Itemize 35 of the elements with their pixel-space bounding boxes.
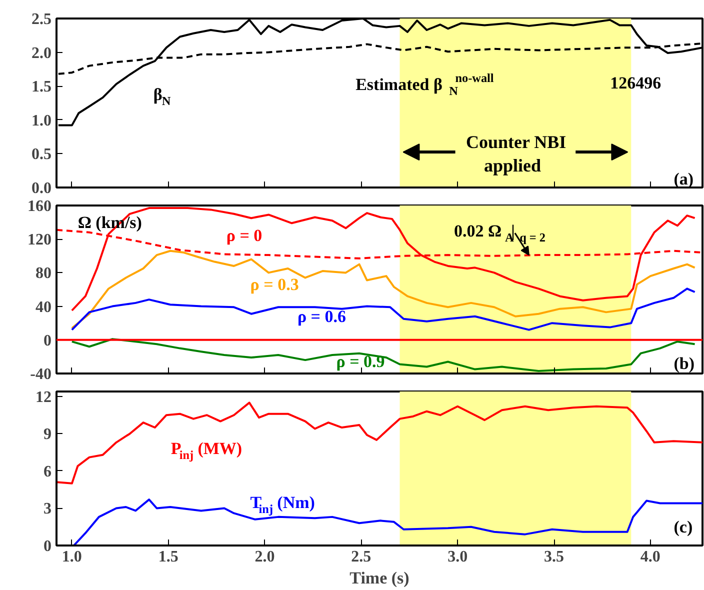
y-tick-label: 120 — [28, 232, 52, 249]
line-series — [56, 402, 702, 484]
y-tick-label: 0.5 — [32, 146, 52, 164]
x-tick-label: 3.5 — [544, 548, 564, 566]
y-tick-label: 2.5 — [32, 11, 52, 28]
x-tick-label: 1.0 — [62, 548, 82, 566]
y-tick-label: 2.0 — [32, 44, 52, 62]
x-tick-label: 4.0 — [640, 548, 660, 566]
x-tick-label: 2.0 — [254, 548, 275, 566]
series-label: ρ = 0 — [226, 226, 262, 246]
y-tick-label: 0 — [44, 332, 52, 350]
y-tick-label: 12 — [36, 388, 52, 406]
y-tick-label: 1.5 — [32, 78, 52, 96]
band-label: Counter NBI applied — [466, 132, 566, 176]
x-tick-label: 1.5 — [158, 548, 178, 566]
y-tick-label: 1.0 — [32, 112, 52, 130]
y-tick-label: 6 — [44, 463, 52, 480]
y-tick-label: 9 — [44, 426, 52, 444]
line-series — [70, 250, 696, 330]
y-tick-label: 160 — [28, 198, 52, 215]
y-tick-label: 0 — [44, 538, 52, 555]
y-tick-label: 40 — [36, 298, 52, 316]
series-label: ρ = 0.6 — [297, 306, 346, 326]
annotation: (c) — [674, 518, 693, 537]
x-tick-label: 2.5 — [351, 548, 372, 566]
y-tick-label: 3 — [44, 500, 52, 518]
y-tick-label: 0.0 — [32, 180, 52, 197]
y-tick-label: -40 — [30, 366, 52, 383]
annotation: 126496 — [610, 74, 662, 93]
x-tick-label: 3.0 — [448, 548, 468, 566]
x-axis-title: Time (s) — [350, 568, 410, 588]
series-label: ρ = 0.3 — [250, 274, 299, 294]
line-series — [70, 338, 696, 372]
annotation: (b) — [674, 354, 695, 373]
y-tick-label: 80 — [36, 265, 52, 282]
